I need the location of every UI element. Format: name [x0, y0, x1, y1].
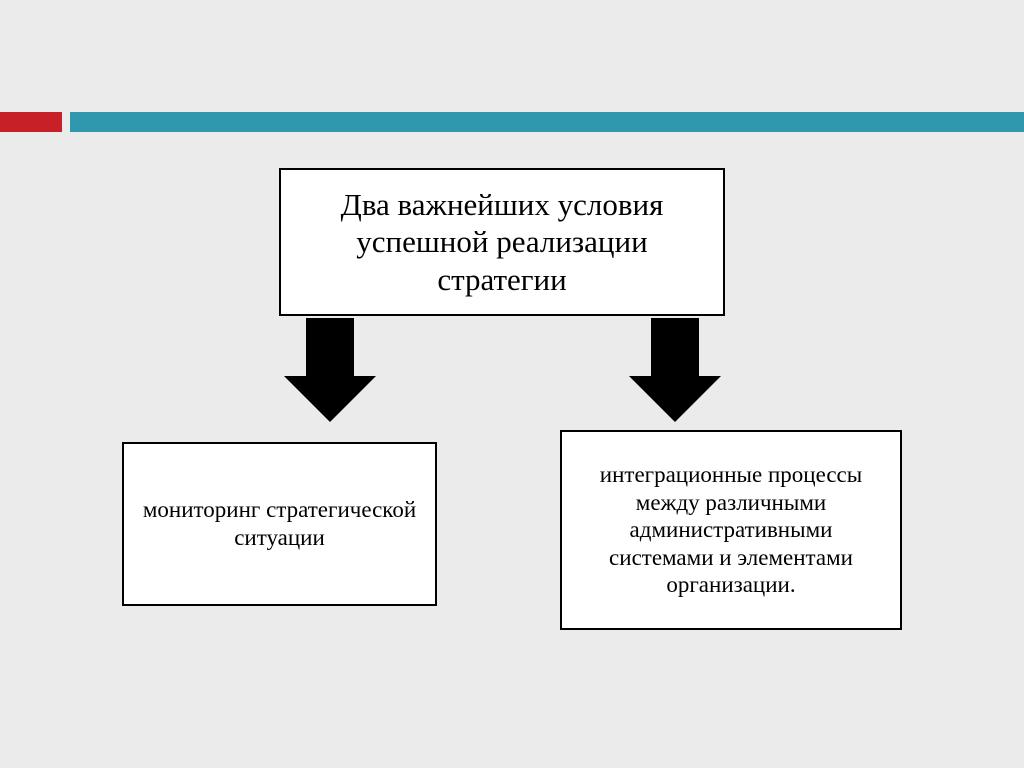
arrow-down-right-icon [629, 318, 721, 422]
title-text: Два важнейших условия успешной реализаци… [297, 186, 707, 298]
header-accent-bar [0, 112, 1024, 132]
header-accent-teal [70, 112, 1024, 132]
condition-right-text: интеграционные процессы между различными… [578, 461, 884, 599]
arrow-down-left-icon [284, 318, 376, 422]
condition-box-left: мониторинг стратегической ситуации [122, 442, 437, 606]
title-box: Два важнейших условия успешной реализаци… [279, 168, 725, 316]
slide: Два важнейших условия успешной реализаци… [0, 0, 1024, 768]
condition-left-text: мониторинг стратегической ситуации [140, 496, 419, 551]
header-accent-red [0, 112, 62, 132]
condition-box-right: интеграционные процессы между различными… [560, 430, 902, 630]
